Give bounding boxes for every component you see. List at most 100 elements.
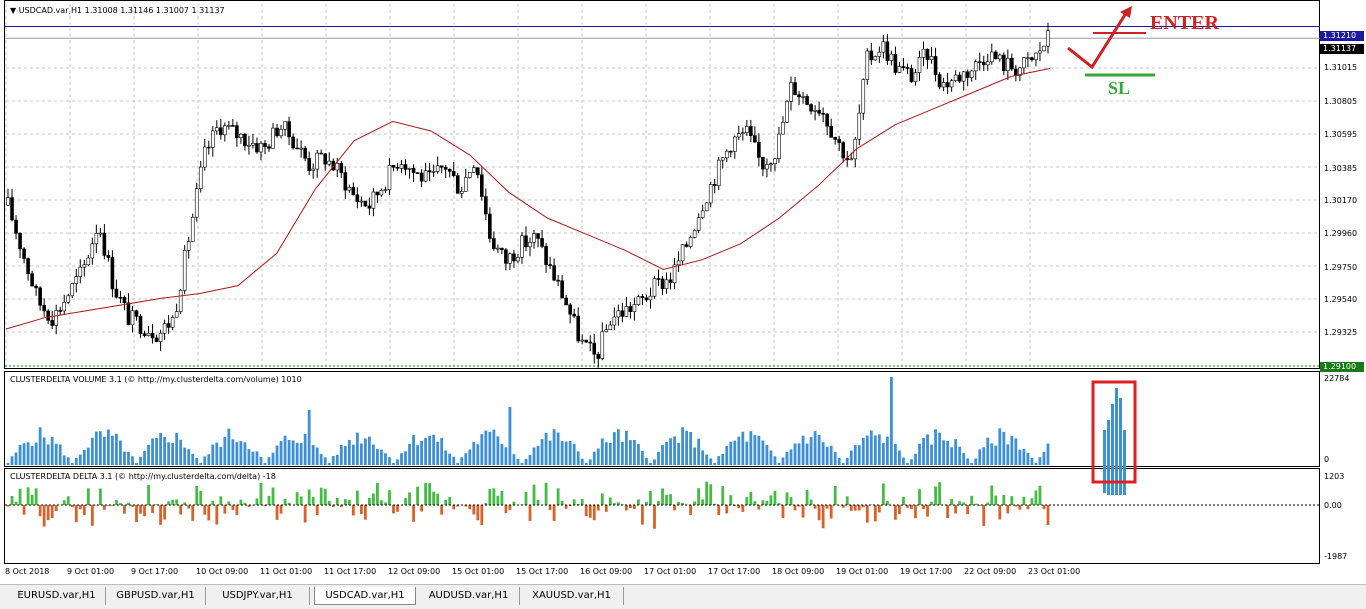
candle-body	[553, 266, 556, 281]
delta-bar	[47, 505, 50, 520]
volume-bar	[886, 437, 889, 465]
volume-bar	[749, 431, 752, 465]
volume-bar	[452, 457, 455, 465]
delta-bar	[1018, 505, 1021, 510]
volume-bar	[15, 452, 18, 465]
volume-bar	[613, 432, 616, 465]
volume-bar	[480, 434, 483, 465]
volume-bar	[677, 443, 680, 465]
candle-body	[898, 67, 901, 73]
volume-bar	[994, 446, 997, 465]
time-axis-label: 11 Oct 01:00	[260, 567, 312, 576]
candle-body	[1002, 55, 1005, 71]
volume-bar	[312, 445, 315, 465]
volume-bar	[388, 457, 391, 465]
candle-body	[460, 191, 463, 193]
tab-usdjpy[interactable]: USDJPY.var,H1	[206, 587, 310, 605]
delta-bar	[934, 486, 937, 505]
tab-usdcad[interactable]: USDCAD.var,H1	[314, 587, 416, 605]
volume-bar	[39, 427, 42, 465]
delta-bar	[256, 499, 259, 505]
delta-bar	[946, 505, 949, 518]
tab-xauusd[interactable]: XAUUSD.var,H1	[520, 587, 624, 605]
candle-body	[529, 242, 532, 247]
volume-bar	[187, 449, 190, 465]
volume-bar	[63, 455, 66, 465]
volume-bar	[521, 463, 524, 465]
candle-body	[573, 314, 576, 316]
candle-body	[119, 297, 122, 298]
candle-body	[934, 56, 937, 74]
candle-body	[802, 96, 805, 97]
volume-bar	[352, 445, 355, 465]
delta-bar	[966, 505, 969, 514]
delta-bar	[171, 500, 174, 505]
volume-bar	[1010, 436, 1013, 465]
volume-bar	[392, 463, 395, 465]
time-axis-label: 11 Oct 17:00	[324, 567, 376, 576]
volume-bar	[316, 448, 319, 465]
delta-bar	[1010, 496, 1013, 505]
candle-body	[127, 303, 130, 325]
volume-bar	[854, 445, 857, 465]
volume-bar	[240, 441, 243, 465]
candle-body	[480, 175, 483, 197]
volume-bar	[111, 436, 114, 465]
volume-bar	[509, 407, 512, 465]
volume-bar	[982, 447, 985, 465]
delta-bar	[344, 499, 347, 505]
tab-eurusd[interactable]: EURUSD.var,H1	[8, 587, 106, 605]
delta-bar	[167, 501, 170, 505]
volume-bar	[681, 427, 684, 465]
tab-gbpusd[interactable]: GBPUSD.var,H1	[106, 587, 206, 605]
delta-bar	[412, 505, 415, 522]
delta-bar	[276, 505, 279, 520]
candle-body	[709, 184, 712, 203]
candle-body	[472, 168, 475, 173]
time-axis-label: 12 Oct 09:00	[388, 567, 440, 576]
volume-bar	[492, 430, 495, 465]
volume-bar	[998, 428, 1001, 465]
candle-body	[922, 49, 925, 57]
volume-bar	[830, 446, 833, 465]
candle-body	[512, 254, 515, 261]
volume-bar	[513, 454, 516, 465]
delta-bar	[910, 505, 913, 509]
volume-bar-highlight	[1103, 430, 1106, 493]
candle-body	[452, 171, 455, 175]
volume-bar	[260, 457, 263, 465]
volume-bar	[753, 435, 756, 465]
candle-body	[272, 128, 275, 148]
time-axis-label: 15 Oct 17:00	[516, 567, 568, 576]
volume-bar	[766, 445, 769, 465]
delta-bar	[529, 505, 532, 521]
candle-body	[713, 184, 716, 185]
candle-body	[468, 172, 471, 177]
delta-bar	[424, 483, 427, 505]
candle-body	[524, 236, 527, 247]
volume-bar	[701, 450, 704, 465]
candle-body	[304, 148, 307, 158]
volume-bar	[95, 432, 98, 465]
volume-bar	[966, 458, 969, 465]
volume-bar	[910, 459, 913, 465]
candle-body	[448, 169, 451, 171]
tab-audusd[interactable]: AUDUSD.var,H1	[418, 587, 520, 605]
candle-body	[239, 134, 242, 137]
delta-bar	[505, 505, 508, 513]
delta-bar	[444, 500, 447, 505]
candle-body	[167, 324, 170, 328]
volume-bar	[810, 437, 813, 465]
volume-bar	[537, 446, 540, 465]
volume-bar	[288, 440, 291, 465]
volume-bar	[488, 432, 491, 465]
volume-bar	[171, 443, 174, 465]
delta-bar	[810, 500, 813, 505]
delta-bar	[11, 496, 14, 505]
candle-body	[95, 233, 98, 243]
volume-bar	[448, 454, 451, 465]
volume-bar	[231, 439, 234, 465]
candle-body	[725, 151, 728, 158]
candle-body	[850, 159, 853, 160]
delta-bar	[697, 488, 700, 505]
